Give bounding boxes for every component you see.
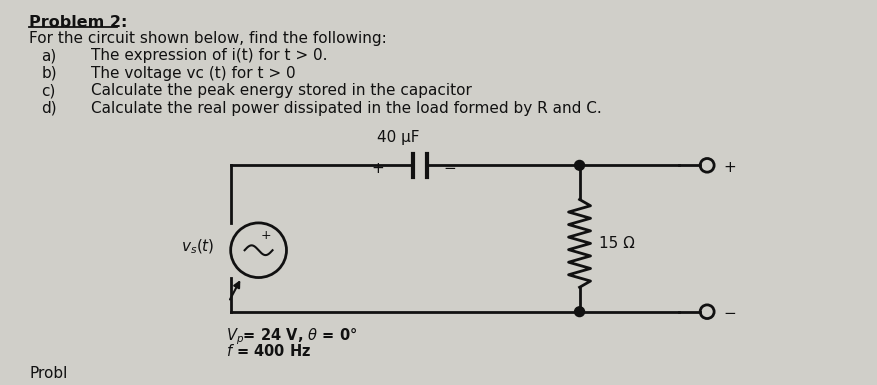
Text: −: − xyxy=(443,161,456,176)
Circle shape xyxy=(574,307,584,316)
Text: c): c) xyxy=(41,84,55,98)
Text: a): a) xyxy=(41,48,56,63)
Text: +: + xyxy=(723,160,735,175)
Text: 15 Ω: 15 Ω xyxy=(599,236,635,251)
Text: b): b) xyxy=(41,66,57,81)
Text: $f$ = 400 Hz: $f$ = 400 Hz xyxy=(225,343,310,359)
Text: Probl: Probl xyxy=(29,367,68,382)
Circle shape xyxy=(574,161,584,170)
Text: Calculate the peak energy stored in the capacitor: Calculate the peak energy stored in the … xyxy=(91,84,472,98)
Text: Calculate the real power dissipated in the load formed by R and C.: Calculate the real power dissipated in t… xyxy=(91,101,601,116)
Text: d): d) xyxy=(41,101,57,116)
Text: $V_p$= 24 V, $\theta$ = 0°: $V_p$= 24 V, $\theta$ = 0° xyxy=(225,326,357,347)
Text: The voltage vc (t) for t > 0: The voltage vc (t) for t > 0 xyxy=(91,66,296,81)
Text: −: − xyxy=(723,306,735,321)
Text: 40 μF: 40 μF xyxy=(376,130,419,145)
Text: The expression of i(t) for t > 0.: The expression of i(t) for t > 0. xyxy=(91,48,327,63)
Text: $v_s(t)$: $v_s(t)$ xyxy=(181,237,214,256)
Text: +: + xyxy=(260,229,270,242)
Text: Problem 2:: Problem 2: xyxy=(29,15,127,30)
Text: +: + xyxy=(371,161,384,176)
Text: For the circuit shown below, find the following:: For the circuit shown below, find the fo… xyxy=(29,31,387,46)
